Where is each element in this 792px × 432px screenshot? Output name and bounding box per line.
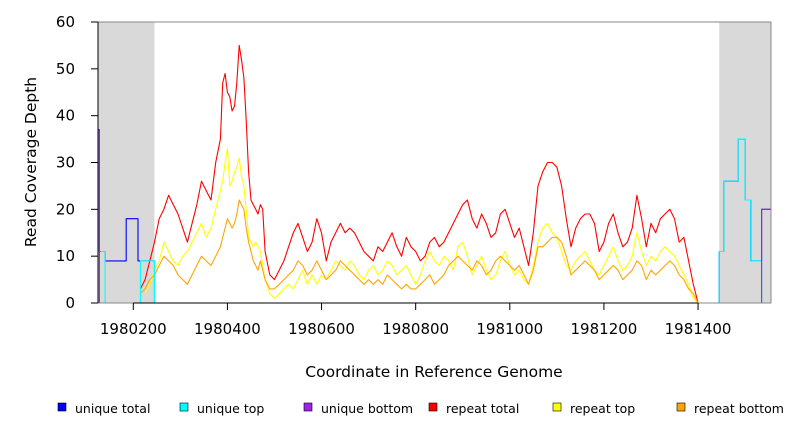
legend-swatch-unique-top [179, 402, 189, 412]
series-lines [98, 44, 771, 304]
legend-label-unique-top: unique top [197, 401, 264, 416]
y-tick-label: 60 [56, 13, 75, 31]
y-axis-title: Read Coverage Depth [22, 77, 40, 247]
x-tick-label: 1981400 [665, 320, 732, 338]
y-tick-label: 50 [56, 60, 75, 78]
legend-label-unique-bottom: unique bottom [321, 401, 413, 416]
y-tick-label: 30 [56, 154, 75, 172]
series-line-repeat-top [144, 147, 699, 304]
legend-swatch-unique-total [57, 402, 67, 412]
x-tick-label: 1980600 [288, 320, 355, 338]
x-tick-label: 1980200 [100, 320, 167, 338]
series-line-repeat-total [139, 44, 699, 304]
legend-swatch-repeat-bottom [676, 402, 686, 412]
axes: 0 10 20 30 40 50 60 1980200 1980400 1980600 198080… [56, 13, 732, 338]
legend-label-repeat-bottom: repeat bottom [694, 401, 784, 416]
x-axis-title: Coordinate in Reference Genome [305, 363, 562, 381]
legend-swatch-repeat-total [428, 402, 438, 412]
x-tick-label: 1980800 [382, 320, 449, 338]
legend-swatch-unique-bottom [303, 402, 313, 412]
legend-label-repeat-total: repeat total [446, 401, 519, 416]
y-tick-label: 20 [56, 200, 75, 218]
x-tick-label: 1980400 [194, 320, 261, 338]
x-tick-label: 1981200 [571, 320, 638, 338]
series-line-unique-total [98, 129, 771, 304]
y-tick-label: 0 [65, 294, 75, 312]
series-line-repeat-bottom [140, 199, 699, 304]
legend-label-unique-total: unique total [75, 401, 150, 416]
x-tick-label: 1981000 [476, 320, 543, 338]
y-tick-label: 10 [56, 247, 75, 265]
legend-swatch-repeat-top [552, 402, 562, 412]
y-tick-label: 40 [56, 107, 75, 125]
series-line-unique-bottom [98, 129, 771, 304]
legend-label-repeat-top: repeat top [570, 401, 635, 416]
legend: unique total unique top unique bottom repea… [57, 401, 784, 416]
